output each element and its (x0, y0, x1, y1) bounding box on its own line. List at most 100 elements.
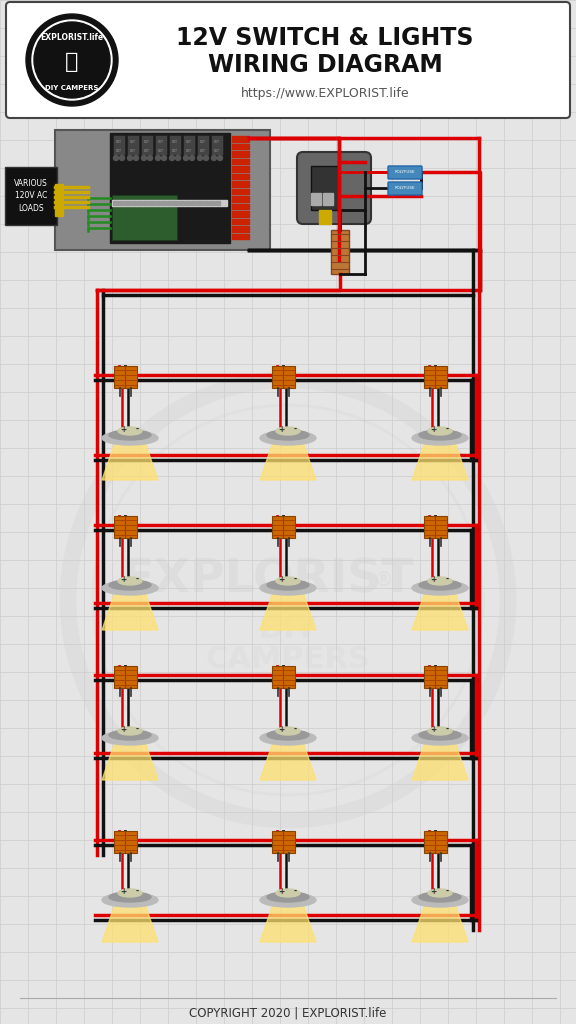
Text: +: + (430, 725, 436, 733)
Bar (283, 516, 295, 538)
Bar (424, 666, 436, 688)
Bar (424, 831, 436, 853)
Text: OUT: OUT (186, 140, 192, 144)
Text: CAMPERS: CAMPERS (206, 645, 370, 675)
Circle shape (198, 156, 203, 161)
Bar (232, 151, 249, 157)
Bar (232, 136, 249, 141)
Text: WIRING DIAGRAM: WIRING DIAGRAM (207, 53, 442, 77)
Bar (232, 173, 249, 179)
Text: OUT: OUT (214, 140, 220, 144)
Text: OUT: OUT (116, 150, 122, 153)
Text: OUT: OUT (144, 140, 150, 144)
Circle shape (190, 156, 195, 161)
Bar (435, 831, 447, 853)
Text: DIY CAMPERS: DIY CAMPERS (46, 85, 98, 91)
Polygon shape (102, 904, 158, 942)
Polygon shape (412, 592, 468, 630)
Circle shape (169, 156, 175, 161)
Text: ®: ® (373, 570, 393, 590)
Bar (211, 135, 223, 155)
Bar (272, 666, 284, 688)
Ellipse shape (109, 892, 151, 902)
Text: -: - (445, 725, 449, 733)
Ellipse shape (419, 430, 461, 440)
Bar (141, 135, 153, 155)
Text: DIY: DIY (259, 615, 317, 644)
Bar (232, 166, 249, 171)
Circle shape (32, 20, 112, 100)
Ellipse shape (419, 730, 461, 740)
Ellipse shape (276, 427, 300, 435)
Text: https://www.EXPLORIST.life: https://www.EXPLORIST.life (241, 87, 410, 100)
Text: OUT: OUT (130, 150, 136, 153)
Text: -: - (135, 887, 139, 896)
Bar (323, 193, 333, 205)
Bar (125, 516, 137, 538)
Ellipse shape (260, 893, 316, 907)
Ellipse shape (260, 581, 316, 595)
Bar (5, 167, 57, 225)
Text: OUT: OUT (130, 140, 136, 144)
Ellipse shape (412, 581, 468, 595)
Text: +: + (278, 574, 284, 584)
Bar (272, 366, 284, 388)
Circle shape (147, 156, 153, 161)
Text: -: - (135, 574, 139, 584)
Polygon shape (412, 442, 468, 480)
Bar (232, 159, 249, 164)
Bar (197, 135, 209, 155)
Bar (435, 366, 447, 388)
Circle shape (119, 156, 124, 161)
Bar (179, 201, 184, 205)
Bar (435, 666, 447, 688)
Circle shape (127, 156, 132, 161)
Bar (232, 188, 249, 194)
Polygon shape (260, 904, 316, 942)
Ellipse shape (118, 727, 142, 735)
Text: +: + (120, 425, 126, 433)
Bar (55, 184, 63, 216)
Bar (232, 218, 249, 224)
Ellipse shape (102, 731, 158, 745)
Bar (319, 210, 331, 224)
Bar (110, 133, 230, 243)
Ellipse shape (118, 577, 142, 585)
Bar (127, 135, 139, 155)
FancyBboxPatch shape (6, 2, 570, 118)
Text: POLYFUSE: POLYFUSE (395, 170, 415, 174)
FancyBboxPatch shape (388, 166, 422, 179)
Bar (55, 130, 270, 250)
Bar (283, 366, 295, 388)
Bar (203, 201, 208, 205)
Bar (283, 831, 295, 853)
Ellipse shape (267, 430, 309, 440)
Bar (125, 831, 137, 853)
Text: -: - (293, 574, 297, 584)
Text: +: + (120, 725, 126, 733)
Circle shape (211, 156, 217, 161)
Bar (232, 196, 249, 202)
Bar (232, 226, 249, 231)
FancyBboxPatch shape (388, 182, 422, 195)
Bar (112, 200, 227, 206)
Polygon shape (102, 442, 158, 480)
Bar (113, 201, 118, 205)
Bar (161, 201, 166, 205)
Bar (114, 516, 126, 538)
Text: +: + (120, 887, 126, 896)
Circle shape (184, 156, 188, 161)
Bar (114, 666, 126, 688)
Text: OUT: OUT (186, 150, 192, 153)
Ellipse shape (428, 727, 452, 735)
Text: +: + (278, 725, 284, 733)
Text: OUT: OUT (172, 150, 178, 153)
Bar (173, 201, 178, 205)
Ellipse shape (412, 893, 468, 907)
Circle shape (26, 14, 118, 106)
Ellipse shape (428, 889, 452, 897)
Bar (112, 195, 177, 240)
Circle shape (134, 156, 138, 161)
Bar (114, 831, 126, 853)
Bar (215, 201, 220, 205)
